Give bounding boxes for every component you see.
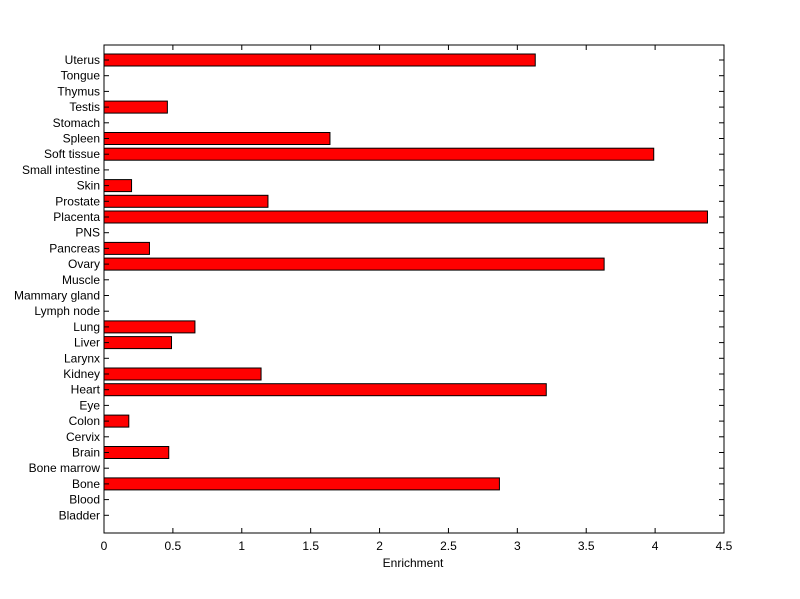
y-tick-label: Brain [72,446,100,460]
bar [103,241,150,255]
y-tick-label: Ovary [68,257,100,271]
y-tick-label: Lung [73,320,100,334]
ticks-layer [103,45,725,533]
y-tick-label: Testis [69,100,100,114]
y-tick-label: Kidney [63,367,100,381]
bar [103,257,605,271]
y-tick-label: Blood [69,493,100,507]
y-tick-label: Lymph node [34,304,100,318]
y-tick-label: Uterus [65,53,100,67]
x-tick-label: 2.5 [440,539,457,553]
y-tick-label: Eye [79,398,100,412]
plot-frame [103,44,725,534]
y-tick-label: Spleen [63,132,100,146]
y-tick-label: Placenta [53,210,100,224]
y-tick-label: Skin [77,179,100,193]
y-tick-label: Stomach [53,116,100,130]
y-tick-label: Muscle [62,273,100,287]
bar [103,100,168,114]
plot-background [104,45,724,533]
y-tick-label: Cervix [66,430,100,444]
x-axis-title: Enrichment [383,556,444,570]
y-tick-label: Mammary gland [14,289,100,303]
x-tick-label: 1 [238,539,245,553]
bar [103,477,500,491]
bar [103,210,708,224]
bar [103,446,170,459]
x-tick-label: 1.5 [302,539,319,553]
x-tick-label: 0 [101,539,108,553]
y-tick-label: Small intestine [22,163,100,177]
y-tick-label: Soft tissue [44,147,100,161]
y-tick-label: Pancreas [49,241,100,255]
bar [103,383,547,397]
x-tick-label: 0.5 [165,539,182,553]
bar [103,132,331,145]
x-tick-label: 4.5 [716,539,733,553]
y-tick-label: Bone marrow [29,461,101,475]
x-tick-label: 3 [514,539,521,553]
y-tick-label: Tongue [61,69,101,83]
y-tick-label: Liver [74,336,100,350]
y-tick-label: Bladder [59,508,100,522]
y-tick-label: Colon [69,414,100,428]
y-tick-label: Prostate [55,194,100,208]
y-tick-label: Thymus [57,84,100,98]
bar [103,147,655,161]
bar [103,367,262,381]
bar [103,194,269,208]
x-tick-label: 2 [376,539,383,553]
y-tick-label: Heart [71,383,101,397]
bar [103,336,173,350]
y-tick-label: Bone [72,477,100,491]
y-tick-label: PNS [75,226,100,240]
bar [103,53,536,67]
bar [103,320,196,334]
x-tick-label: 4 [652,539,659,553]
y-tick-label: Larynx [64,351,100,365]
x-tick-label: 3.5 [578,539,595,553]
